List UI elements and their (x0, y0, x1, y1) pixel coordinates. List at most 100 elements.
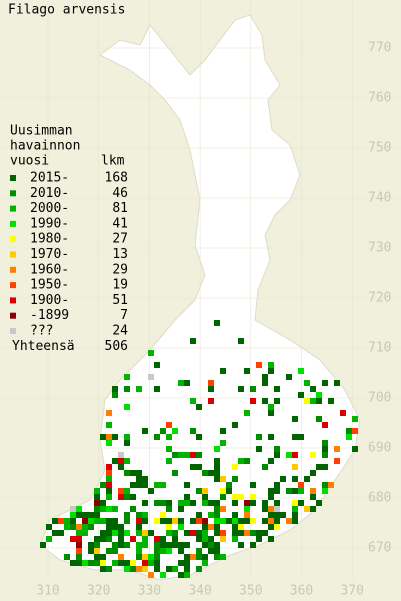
observation-square (166, 434, 172, 440)
observation-square (292, 416, 298, 422)
observation-square (292, 512, 298, 518)
observation-square (76, 560, 82, 566)
observation-square (154, 548, 160, 554)
observation-square (262, 380, 268, 386)
observation-square (268, 524, 274, 530)
observation-square (142, 554, 148, 560)
observation-square (124, 470, 130, 476)
observation-square (166, 566, 172, 572)
observation-square (190, 554, 196, 560)
observation-square (214, 554, 220, 560)
observation-square (268, 368, 274, 374)
observation-square (208, 536, 214, 542)
northing-label: 760 (368, 91, 391, 106)
legend-heading: havainnon (10, 139, 80, 154)
observation-square (100, 506, 106, 512)
observation-square (124, 566, 130, 572)
observation-square (106, 524, 112, 530)
observation-square (58, 530, 64, 536)
observation-square (214, 530, 220, 536)
observation-square (136, 386, 142, 392)
observation-square (106, 410, 112, 416)
observation-square (274, 500, 280, 506)
observation-square (112, 560, 118, 566)
observation-square (346, 434, 352, 440)
observation-square (70, 536, 76, 542)
observation-square (106, 476, 112, 482)
observation-square (268, 536, 274, 542)
observation-square (160, 428, 166, 434)
observation-square (316, 416, 322, 422)
observation-square (112, 386, 118, 392)
observation-square (334, 458, 340, 464)
legend-swatch (10, 312, 16, 319)
observation-square (148, 572, 154, 578)
observation-square (328, 398, 334, 404)
northing-label: 720 (368, 291, 391, 306)
observation-square (94, 494, 100, 500)
observation-square (76, 536, 82, 542)
observation-square (178, 380, 184, 386)
observation-square (124, 440, 130, 446)
observation-square (40, 542, 46, 548)
observation-square (214, 320, 220, 326)
observation-square (274, 518, 280, 524)
observation-square (70, 512, 76, 518)
observation-square (214, 500, 220, 506)
observation-square (262, 530, 268, 536)
observation-square (190, 500, 196, 506)
observation-square (88, 512, 94, 518)
observation-square (124, 374, 130, 380)
observation-square (124, 386, 130, 392)
observation-square (256, 446, 262, 452)
observation-square (220, 530, 226, 536)
observation-square (196, 554, 202, 560)
observation-square (220, 536, 226, 542)
observation-square (256, 434, 262, 440)
legend-heading: vuosi (10, 154, 49, 169)
observation-square (118, 560, 124, 566)
observation-square (166, 542, 172, 548)
legend-label: 1900- (30, 293, 69, 308)
observation-square (262, 506, 268, 512)
observation-square (190, 338, 196, 344)
observation-square (232, 524, 238, 530)
observation-square (352, 446, 358, 452)
observation-square (220, 440, 226, 446)
observation-square (136, 470, 142, 476)
observation-square (322, 464, 328, 470)
observation-square (208, 500, 214, 506)
observation-square (82, 518, 88, 524)
observation-square (136, 512, 142, 518)
observation-square (196, 512, 202, 518)
observation-square (202, 560, 208, 566)
observation-square (196, 530, 202, 536)
observation-square (64, 518, 70, 524)
observation-square (46, 524, 52, 530)
observation-square (112, 524, 118, 530)
observation-square (208, 470, 214, 476)
observation-square (178, 518, 184, 524)
easting-label: 340 (188, 584, 211, 599)
observation-square (184, 542, 190, 548)
observation-square (226, 518, 232, 524)
observation-square (292, 476, 298, 482)
observation-square (76, 554, 82, 560)
legend-label: -1899 (30, 308, 69, 323)
observation-square (166, 524, 172, 530)
observation-square (106, 422, 112, 428)
observation-square (268, 410, 274, 416)
observation-square (112, 434, 118, 440)
observation-square (322, 482, 328, 488)
observation-square (124, 494, 130, 500)
observation-square (124, 434, 130, 440)
observation-square (244, 410, 250, 416)
observation-square (118, 452, 124, 458)
observation-square (166, 506, 172, 512)
observation-square (274, 488, 280, 494)
observation-square (232, 530, 238, 536)
observation-square (202, 536, 208, 542)
observation-square (208, 398, 214, 404)
legend-label: 1980- (30, 232, 69, 247)
observation-square (214, 542, 220, 548)
